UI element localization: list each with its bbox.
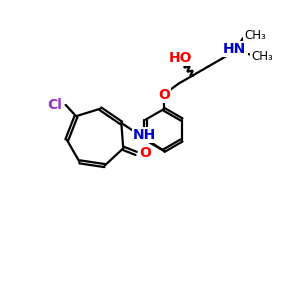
Text: HO: HO xyxy=(169,51,193,65)
Text: HN: HN xyxy=(223,42,247,56)
Text: O: O xyxy=(158,88,170,101)
Text: O: O xyxy=(139,146,151,161)
Text: CH₃: CH₃ xyxy=(244,29,266,42)
Text: NH: NH xyxy=(133,128,157,142)
Text: CH₃: CH₃ xyxy=(251,50,273,63)
Text: Cl: Cl xyxy=(48,98,62,112)
